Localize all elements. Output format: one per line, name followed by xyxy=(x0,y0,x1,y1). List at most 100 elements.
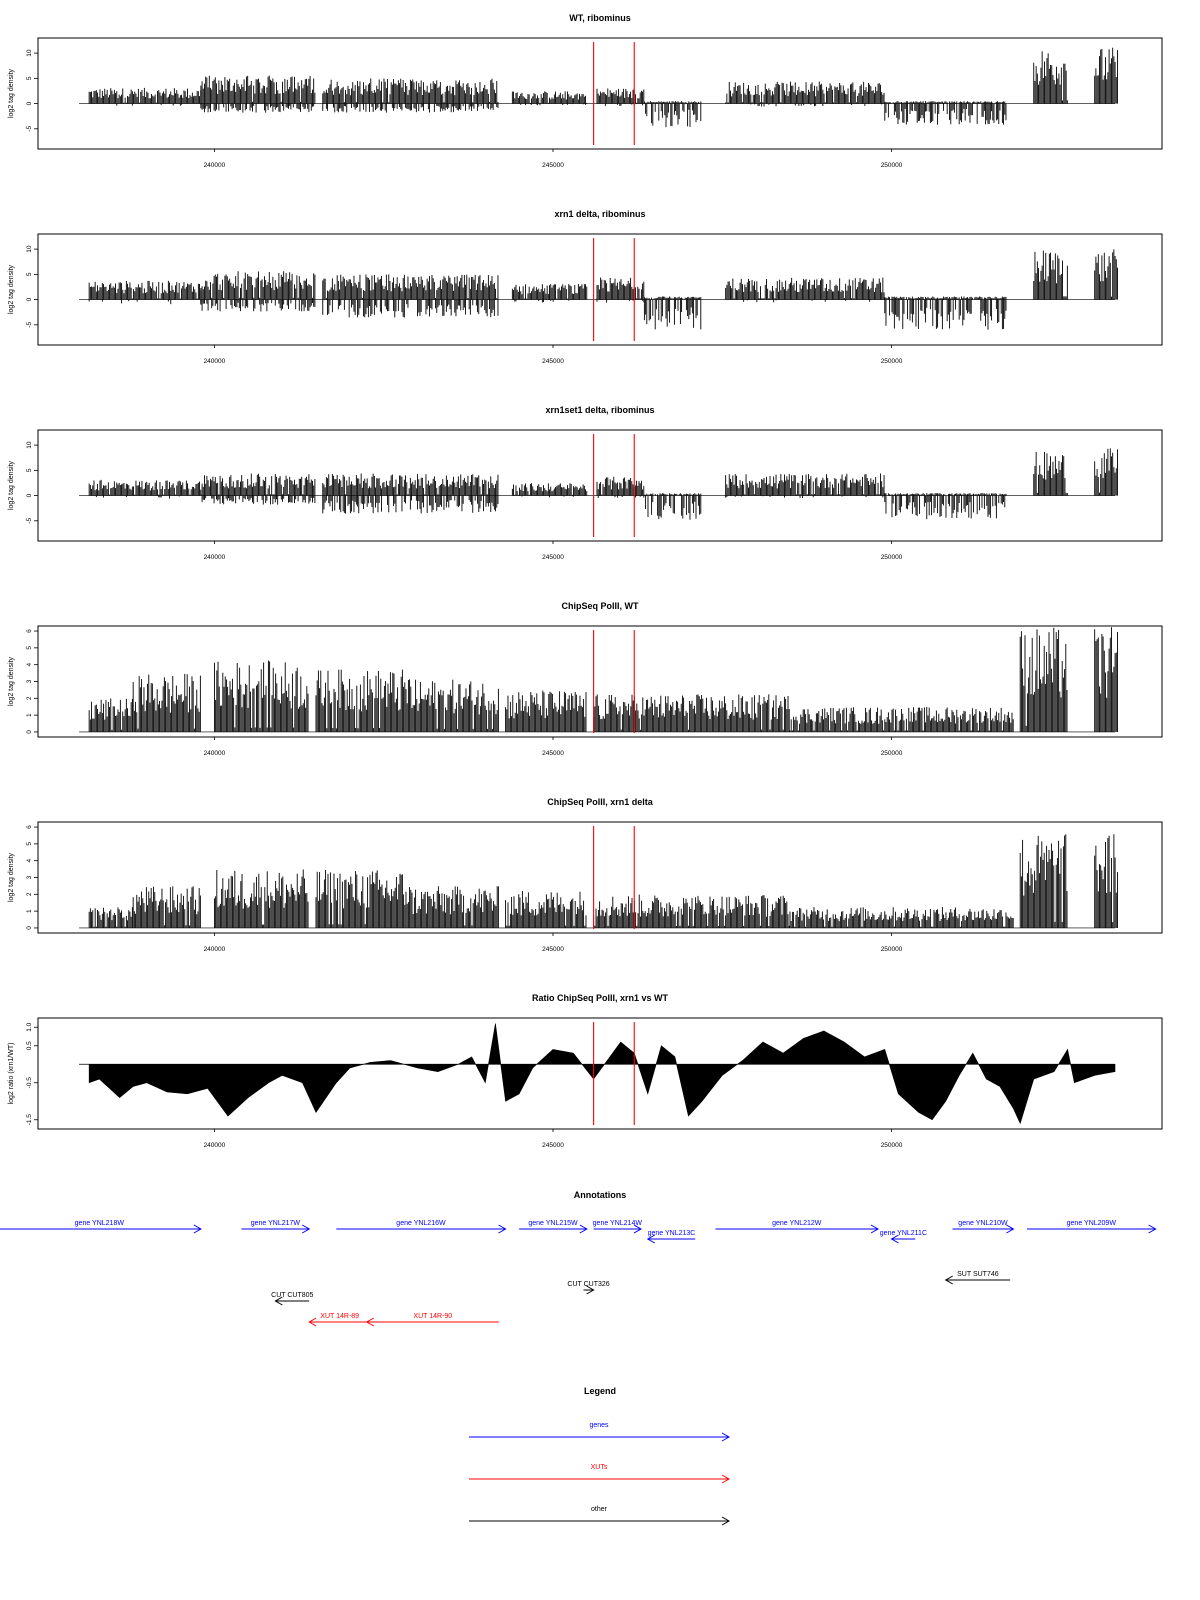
signal-segment xyxy=(88,698,133,732)
y-axis-label: log2 tag density xyxy=(8,852,15,902)
y-axis-label: log2 ratio (xrn1/WT) xyxy=(8,1043,15,1105)
x-tick-label: 245000 xyxy=(542,554,564,561)
x-tick-label: 245000 xyxy=(542,1142,564,1149)
y-tick-label: -0.5 xyxy=(26,1077,33,1089)
signal-segment xyxy=(410,679,499,732)
x-tick-label: 240000 xyxy=(204,554,226,561)
signal-segment xyxy=(511,91,588,106)
y-tick-label: 5 xyxy=(26,468,33,472)
x-tick-label: 250000 xyxy=(881,946,903,953)
panel-title: ChipSeq PolII, WT xyxy=(562,601,639,611)
signal-segment xyxy=(884,493,1007,520)
y-axis-label: log2 tag density xyxy=(8,656,15,706)
signal-segment xyxy=(132,886,201,928)
signal-segment xyxy=(88,87,202,106)
signal-segment xyxy=(643,101,702,128)
y-tick-label: 6 xyxy=(26,825,33,829)
arrowhead xyxy=(301,1224,311,1234)
ratio-area xyxy=(88,1023,1116,1125)
y-tick-label: 3 xyxy=(26,679,33,683)
signal-segment xyxy=(505,690,587,732)
y-axis-label: log2 tag density xyxy=(8,264,15,314)
plot-frame xyxy=(37,429,1163,542)
x-tick-label: 240000 xyxy=(204,358,226,365)
panel-xrn1: xrn1 delta, ribominus log2 tag density 10 5… xyxy=(8,209,1163,365)
panel-title: WT, ribominus xyxy=(569,13,631,23)
signal-segment xyxy=(593,694,790,732)
panel-chip_xrn1: ChipSeq PolII, xrn1 delta log2 tag densit… xyxy=(8,797,1163,953)
signal-segment xyxy=(315,669,411,732)
y-tick-label: 0 xyxy=(26,493,33,497)
y-axis-label: log2 tag density xyxy=(8,460,15,510)
signal-segment xyxy=(1033,51,1068,104)
panel-title: Ratio ChipSeq PolII, xrn1 vs WT xyxy=(532,993,669,1003)
arrowhead xyxy=(498,1224,507,1234)
y-tick-label: 2 xyxy=(26,696,33,700)
signal-segment xyxy=(593,894,790,928)
signal-segment xyxy=(1094,834,1118,928)
y-tick-label: 5 xyxy=(26,272,33,276)
x-tick-label: 250000 xyxy=(881,750,903,757)
signal-segment xyxy=(88,280,202,305)
signal-segment xyxy=(725,277,885,303)
y-tick-label: 0 xyxy=(26,926,33,930)
signal-segment xyxy=(322,473,499,514)
signal-segment xyxy=(789,706,1014,732)
y-tick-label: 0 xyxy=(26,297,33,301)
plot-frame xyxy=(37,37,1163,150)
signal-segment xyxy=(596,277,645,303)
y-tick-label: -5 xyxy=(26,518,33,524)
signal-segment xyxy=(643,296,702,330)
annotation-feature: gene YNL216W xyxy=(336,1220,507,1234)
y-tick-label: 5 xyxy=(26,842,33,846)
plot-frame xyxy=(37,625,1163,738)
signal-segment xyxy=(725,81,885,107)
y-tick-label: 3 xyxy=(26,875,33,879)
x-tick-label: 245000 xyxy=(542,162,564,169)
signal-segment xyxy=(789,906,1014,928)
signal-segment xyxy=(322,78,499,113)
arrowhead xyxy=(193,1224,202,1234)
plot-frame xyxy=(37,821,1163,934)
y-tick-label: 5 xyxy=(26,76,33,80)
y-tick-label: -1.5 xyxy=(26,1114,33,1126)
panel-title: xrn1 delta, ribominus xyxy=(554,209,645,219)
signal-segment xyxy=(213,869,309,928)
x-tick-label: 240000 xyxy=(204,1142,226,1149)
signal-segment xyxy=(200,473,316,505)
y-tick-label: 6 xyxy=(26,629,33,633)
y-tick-label: 0.5 xyxy=(26,1041,33,1050)
y-tick-label: 10 xyxy=(26,441,33,449)
y-tick-label: 10 xyxy=(26,49,33,57)
signal-segment xyxy=(505,890,587,928)
feature-label: gene YNL217W xyxy=(251,1220,301,1227)
signal-segment xyxy=(322,274,499,318)
y-axis-label: log2 tag density xyxy=(8,68,15,118)
y-tick-label: 1 xyxy=(26,713,33,717)
signal-segment xyxy=(511,283,588,303)
y-tick-label: 1.0 xyxy=(26,1022,33,1031)
x-tick-label: 250000 xyxy=(881,554,903,561)
y-tick-label: 4 xyxy=(26,858,33,862)
signal-segment xyxy=(410,886,499,928)
y-tick-label: 0 xyxy=(26,730,33,734)
annotation-feature: gene YNL217W xyxy=(241,1220,311,1234)
signal-segment xyxy=(315,869,411,928)
x-tick-label: 250000 xyxy=(881,1142,903,1149)
signal-segment xyxy=(88,907,133,928)
y-tick-label: 5 xyxy=(26,646,33,650)
panel-ratio: Ratio ChipSeq PolII, xrn1 vs WT log2 rati… xyxy=(8,993,1163,1149)
y-tick-label: 10 xyxy=(26,245,33,253)
annotation-feature: gene YNL218W xyxy=(0,1220,202,1234)
panel-chip_wt: ChipSeq PolII, WT log2 tag density 6 5 4 3 2 1 0… xyxy=(8,601,1163,757)
panel-wt: WT, ribominus log2 tag density 10 5 0 -5 24000… xyxy=(8,13,1163,169)
signal-segment xyxy=(213,660,309,732)
signal-segment xyxy=(725,473,885,499)
signal-segment xyxy=(511,483,588,498)
x-tick-label: 240000 xyxy=(204,162,226,169)
signal-segment xyxy=(1033,451,1068,496)
x-tick-label: 245000 xyxy=(542,358,564,365)
panel-title: xrn1set1 delta, ribominus xyxy=(545,405,654,415)
x-tick-label: 245000 xyxy=(542,946,564,953)
